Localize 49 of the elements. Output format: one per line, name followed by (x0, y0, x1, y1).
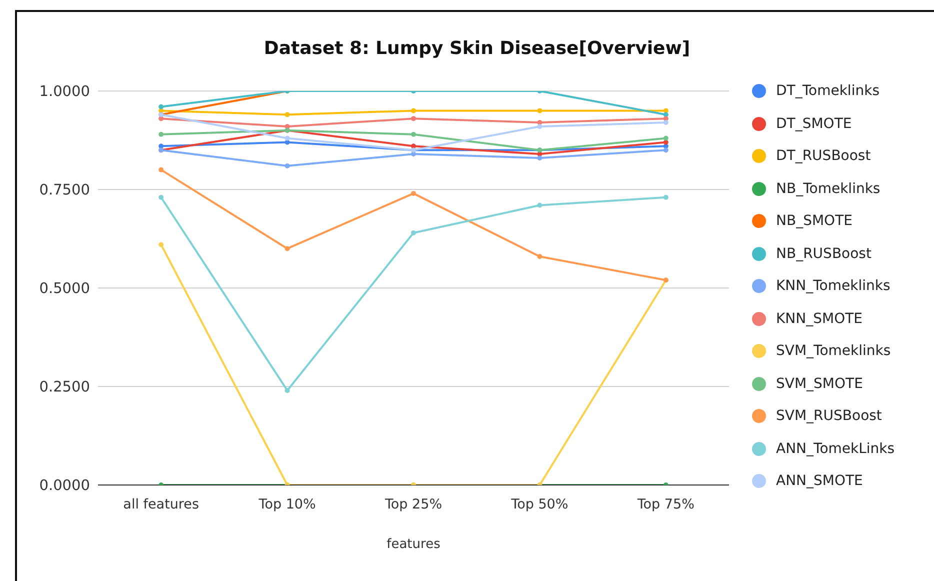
point (411, 108, 416, 114)
y-tick-label: 0.5000 (39, 281, 90, 298)
x-axis-title: features (386, 537, 442, 552)
point (158, 104, 164, 110)
point (537, 124, 542, 129)
point (158, 242, 164, 248)
x-tick-label: Top 50% (510, 496, 568, 513)
y-tick-label: 1.0000 (39, 84, 90, 100)
legend-label: NB_RUSBoost (776, 246, 872, 262)
legend-label: ANN_SMOTE (776, 473, 863, 490)
x-tick-label: Top 10% (258, 496, 316, 513)
point (663, 148, 668, 153)
x-tick-label: all features (123, 496, 200, 513)
legend-label: DT_Tomeklinks (776, 83, 880, 100)
point (158, 194, 164, 200)
point (411, 190, 416, 196)
point (663, 194, 668, 200)
point (284, 163, 290, 168)
legend-label: ANN_TomekLinks (776, 440, 895, 457)
legend-label: SVM_Tomeklinks (776, 343, 891, 360)
legend-label: DT_SMOTE (776, 116, 852, 132)
legend-label: DT_RUSBoost (776, 148, 871, 164)
x-tick-label: Top 25% (384, 496, 442, 513)
point (158, 132, 164, 137)
chart-title: Dataset 8: Lumpy Skin Disease[Overview] (262, 38, 692, 59)
y-tick-label: 0.7500 (39, 182, 90, 199)
legend-label: NB_SMOTE (776, 213, 852, 230)
legend-label: NB_Tomeklinks (776, 180, 880, 197)
legend-label: SVM_SMOTE (776, 376, 863, 392)
point (284, 112, 290, 118)
x-tick-label: Top 75% (636, 496, 695, 513)
point (537, 254, 542, 259)
point (411, 116, 416, 122)
point (411, 132, 416, 137)
legend-label: KNN_Tomeklinks (776, 278, 890, 294)
point (284, 136, 290, 141)
point (537, 108, 542, 114)
point (663, 120, 668, 126)
point (411, 230, 416, 236)
legend-label: KNN_SMOTE (776, 310, 863, 327)
point (284, 246, 290, 252)
point (537, 202, 542, 208)
point (663, 136, 668, 141)
point (158, 167, 164, 172)
y-tick-label: 0.2500 (39, 380, 90, 396)
point (537, 155, 542, 160)
y-tick-label: 0.0000 (39, 478, 90, 494)
point (284, 388, 290, 393)
legend-label: SVM_RUSBoost (776, 408, 882, 424)
